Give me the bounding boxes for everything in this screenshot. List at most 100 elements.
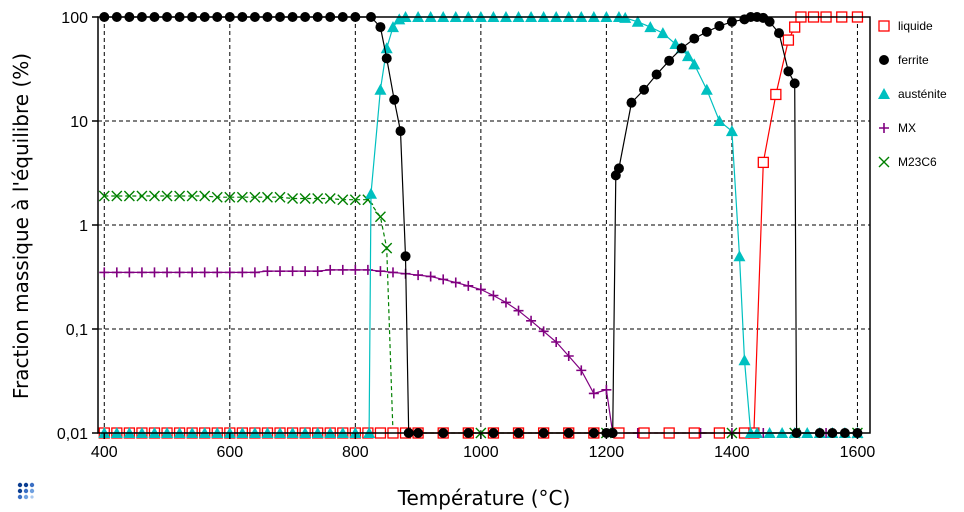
data-point-ferrite [651, 69, 662, 80]
data-point-mx [149, 267, 160, 278]
data-point-mx [262, 266, 273, 277]
data-point-m23c6 [287, 192, 299, 204]
y-tick-label: 0,1 [66, 322, 88, 339]
data-point-mx [513, 305, 524, 316]
data-point-m23c6 [236, 191, 248, 203]
data-point-mx [199, 267, 210, 278]
data-point-ferrite [639, 84, 650, 95]
data-point-m23c6 [249, 191, 261, 203]
data-point-mx [187, 267, 198, 278]
data-point-ferrite [626, 97, 637, 108]
data-point-aust-nite [656, 27, 669, 39]
data-point-mx [413, 270, 424, 281]
data-point-m23c6 [98, 190, 110, 202]
data-point-m23c6 [211, 191, 223, 203]
data-point-ferrite [726, 16, 737, 27]
x-tick-label: 1400 [714, 444, 750, 461]
data-point-ferrite [783, 66, 794, 77]
y-tick-label: 100 [61, 10, 88, 27]
data-point-mx [237, 267, 248, 278]
legend-label: MX [898, 121, 916, 135]
data-point-m23c6 [199, 190, 211, 202]
data-point-m23c6 [261, 191, 273, 203]
data-point-aust-nite [700, 83, 713, 95]
data-point-ferrite [381, 53, 392, 64]
logo-icon [17, 482, 35, 500]
data-point-mx [551, 336, 562, 347]
axis-ticks: 400 600 800 1000 1200 1400 1600 100 10 1 0,1 0,01 [57, 10, 875, 461]
data-point-mx [488, 290, 499, 301]
data-point-m23c6 [324, 192, 336, 204]
data-point-m23c6 [224, 191, 236, 203]
data-point-m23c6 [174, 190, 186, 202]
data-point-m23c6 [374, 211, 386, 223]
data-point-mx [162, 267, 173, 278]
data-point-aust-nite [365, 187, 378, 199]
y-tick-label: 10 [70, 114, 88, 131]
data-point-m23c6 [312, 192, 324, 204]
x-tick-label: 400 [91, 444, 118, 461]
legend-item-ferrite: ferrite [879, 53, 929, 67]
data-point-mx [350, 264, 361, 275]
data-point-ferrite [764, 16, 775, 27]
x-tick-label: 800 [342, 444, 369, 461]
data-point-mx [375, 266, 386, 277]
x-axis-title: Température (°C) [397, 486, 571, 510]
data-point-m23c6 [148, 190, 160, 202]
data-point-aust-nite [374, 83, 387, 95]
legend-item-mx: MX [879, 121, 916, 135]
data-point-aust-nite [725, 125, 738, 137]
data-point-mx [111, 267, 122, 278]
legend: liquide ferrite austénite MX M23C6 [878, 19, 947, 169]
data-point-m23c6 [123, 190, 135, 202]
x-tick-label: 600 [216, 444, 243, 461]
data-point-mx [275, 266, 286, 277]
data-point-aust-nite [688, 58, 701, 70]
data-point-mx [438, 274, 449, 285]
data-point-liquide [782, 34, 795, 46]
x-tick-label: 1200 [589, 444, 625, 461]
data-point-liquide [770, 88, 782, 101]
y-tick-label: 0,01 [57, 426, 88, 443]
data-point-m23c6 [381, 242, 393, 254]
data-point-ferrite [689, 33, 700, 44]
data-point-mx [300, 266, 311, 277]
data-point-m23c6 [299, 192, 311, 204]
data-point-ferrite [400, 251, 411, 262]
data-point-mx [325, 264, 336, 275]
legend-marker-ferrite [879, 55, 889, 65]
data-point-mx [337, 264, 348, 275]
data-point-aust-nite [644, 21, 657, 33]
data-point-mx [212, 267, 223, 278]
data-point-m23c6 [337, 194, 349, 206]
data-point-m23c6 [274, 191, 286, 203]
data-point-mx [538, 326, 549, 337]
data-point-m23c6 [186, 190, 198, 202]
data-point-aust-nite [681, 50, 694, 62]
data-point-aust-nite [713, 115, 726, 126]
legend-item-aust-nite: austénite [878, 87, 947, 101]
legend-marker-mx [879, 123, 889, 133]
data-point-m23c6 [136, 190, 148, 202]
legend-label: liquide [898, 19, 933, 33]
data-point-ferrite [714, 20, 725, 31]
data-point-mx [224, 267, 235, 278]
y-tick-label: 1 [79, 218, 88, 235]
legend-label: M23C6 [898, 155, 937, 169]
data-point-mx [475, 284, 486, 295]
data-point-mx [425, 271, 436, 282]
data-point-aust-nite [380, 42, 393, 54]
data-point-ferrite [701, 26, 712, 37]
data-point-m23c6 [161, 190, 173, 202]
data-point-ferrite [789, 78, 800, 89]
data-point-ferrite [664, 55, 675, 66]
data-point-mx [463, 280, 474, 291]
data-point-ferrite [395, 126, 406, 137]
data-point-ferrite [389, 94, 400, 105]
data-point-mx [526, 315, 537, 326]
y-axis-title: Fraction massique à l'équilibre (%) [9, 53, 33, 399]
data-point-mx [563, 351, 574, 362]
legend-marker-liquide [878, 20, 890, 32]
